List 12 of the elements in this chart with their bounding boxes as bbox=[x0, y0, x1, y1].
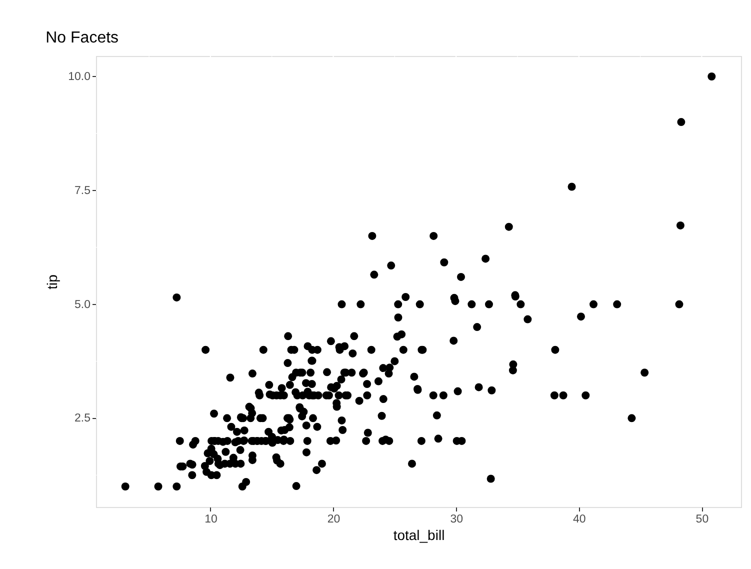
x-tick-label: 40 bbox=[572, 514, 586, 526]
x-tick-label: 20 bbox=[327, 514, 340, 526]
x-tick-label: 30 bbox=[450, 514, 463, 526]
y-tick-label: 5.0 bbox=[74, 298, 90, 311]
y-axis-title: tip bbox=[44, 274, 60, 290]
y-tick-label: 10.0 bbox=[68, 71, 90, 83]
chart-title: No Facets bbox=[46, 29, 119, 46]
y-tick-label: 2.5 bbox=[74, 412, 90, 425]
y-tick-label: 7.5 bbox=[74, 184, 90, 197]
x-axis-title: total_bill bbox=[393, 527, 445, 543]
x-tick-label: 10 bbox=[204, 514, 218, 526]
x-tick-label: 50 bbox=[696, 514, 709, 526]
